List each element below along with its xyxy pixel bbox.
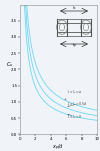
- Text: $l_s = l_p = a$: $l_s = l_p = a$: [65, 88, 82, 100]
- X-axis label: $x_p/d$: $x_p/d$: [52, 143, 64, 151]
- Text: $l_s = l_p = 0.5d$: $l_s = l_p = 0.5d$: [67, 101, 87, 108]
- Text: $l_s = l_p = 0$: $l_s = l_p = 0$: [67, 113, 82, 120]
- Y-axis label: $C_u$: $C_u$: [6, 61, 13, 69]
- Text: $l_p$: $l_p$: [72, 41, 76, 50]
- Text: $l_s$: $l_s$: [72, 5, 76, 12]
